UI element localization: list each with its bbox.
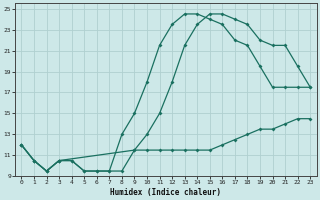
X-axis label: Humidex (Indice chaleur): Humidex (Indice chaleur): [110, 188, 221, 197]
